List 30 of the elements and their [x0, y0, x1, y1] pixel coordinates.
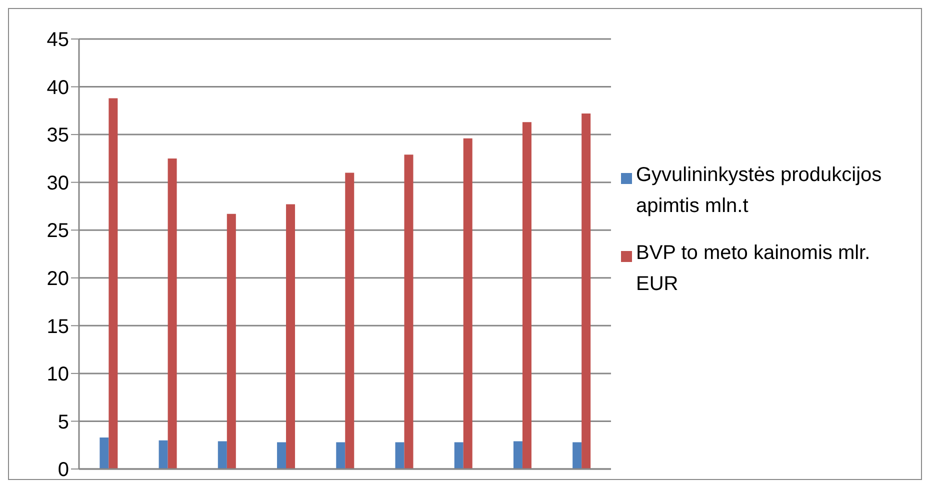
- bar: [286, 204, 296, 469]
- bar: [345, 172, 354, 469]
- bar: [277, 442, 286, 469]
- y-tick-label: 20: [46, 268, 69, 290]
- y-tick-label: 30: [46, 172, 69, 194]
- y-tick-label: 10: [46, 364, 69, 386]
- bar: [395, 442, 404, 469]
- bar: [108, 98, 118, 469]
- y-tick-label: 40: [46, 76, 69, 99]
- y-tick-label: 45: [46, 29, 69, 52]
- y-tick-label: 15: [46, 316, 69, 338]
- bar: [404, 154, 414, 469]
- bar: [463, 138, 472, 469]
- bar: [226, 214, 236, 469]
- bar: [454, 442, 464, 469]
- bar: [522, 122, 532, 469]
- legend-label: Gyvulininkystės produkcijos apimtis mln.t: [636, 163, 883, 219]
- bar: [336, 442, 346, 469]
- bar: [572, 442, 582, 469]
- y-tick-label: 25: [46, 220, 69, 242]
- bar: [218, 441, 227, 469]
- y-tick-label: 35: [46, 124, 69, 147]
- bar: [100, 437, 109, 469]
- bar: [513, 441, 522, 469]
- y-tick-label: 5: [58, 411, 69, 434]
- bar: [168, 158, 177, 469]
- bar: [158, 440, 168, 469]
- y-tick-label: 0: [58, 459, 69, 482]
- bar: [582, 114, 591, 469]
- legend-label: BVP to meto kainomis mlr. EUR: [636, 241, 872, 297]
